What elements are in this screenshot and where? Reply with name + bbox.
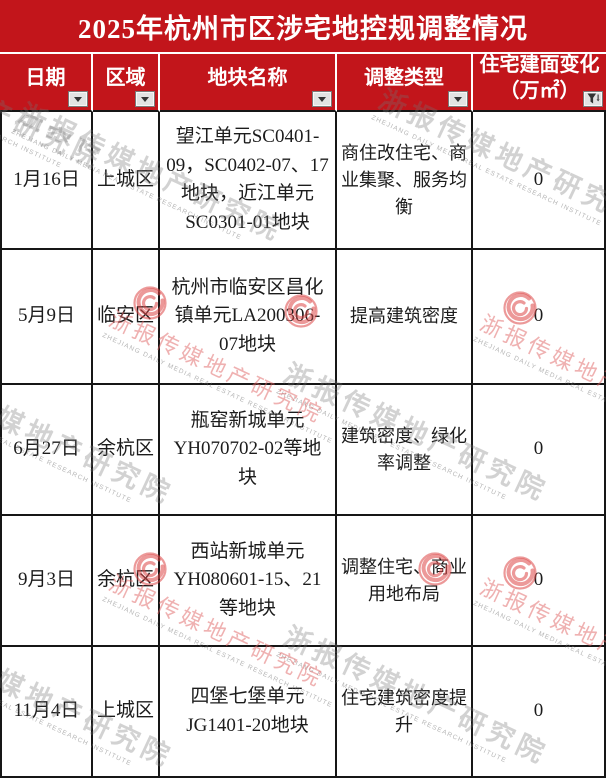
- column-header-area-change: 住宅建面变化（万㎡）: [473, 54, 606, 112]
- cell-district: 上城区: [93, 112, 160, 250]
- cell-area-change: 0: [473, 516, 606, 647]
- filter-dropdown-plot-name[interactable]: [312, 91, 332, 107]
- filter-dropdown-adjust-type[interactable]: [448, 91, 468, 107]
- filter-dropdown-date[interactable]: [68, 91, 88, 107]
- cell-date: 5月9日: [0, 250, 93, 385]
- cell-date: 11月4日: [0, 647, 93, 778]
- cell-adjust-type: 住宅建筑密度提升: [337, 647, 473, 778]
- cell-plot-name: 杭州市临安区昌化镇单元LA200306-07地块: [160, 250, 337, 385]
- cell-date: 9月3日: [0, 516, 93, 647]
- cell-district: 余杭区: [93, 385, 160, 516]
- cell-adjust-type: 调整住宅、商业用地布局: [337, 516, 473, 647]
- column-header-adjust-type: 调整类型: [337, 54, 473, 112]
- chevron-down-icon: [74, 96, 82, 102]
- column-header-district: 区域: [93, 54, 160, 112]
- cell-district: 临安区: [93, 250, 160, 385]
- column-header-district-label: 区域: [105, 67, 146, 89]
- filter-funnel-area-change[interactable]: [583, 91, 603, 107]
- cell-adjust-type: 商住改住宅、商业集聚、服务均衡: [337, 112, 473, 250]
- cell-area-change: 0: [473, 647, 606, 778]
- column-header-plot-name-label: 地块名称: [207, 67, 288, 89]
- cell-adjust-type: 提高建筑密度: [337, 250, 473, 385]
- cell-date: 6月27日: [0, 385, 93, 516]
- cell-area-change: 0: [473, 385, 606, 516]
- chevron-down-icon: [454, 96, 462, 102]
- cell-district: 余杭区: [93, 516, 160, 647]
- cell-area-change: 0: [473, 112, 606, 250]
- column-header-area-change-label: 住宅建面变化（万㎡）: [479, 54, 600, 102]
- column-header-adjust-type-label: 调整类型: [364, 67, 444, 89]
- page-title: 2025年杭州市区涉宅地控规调整情况: [0, 0, 606, 54]
- funnel-filter-icon: [587, 93, 600, 104]
- cell-adjust-type: 建筑密度、绿化率调整: [337, 385, 473, 516]
- cell-district: 上城区: [93, 647, 160, 778]
- cell-area-change: 0: [473, 250, 606, 385]
- cell-plot-name: 望江单元SC0401-09，SC0402-07、17地块，近江单元SC0301-…: [160, 112, 337, 250]
- column-header-date-label: 日期: [25, 67, 66, 89]
- chevron-down-icon: [141, 96, 149, 102]
- column-header-date: 日期: [0, 54, 93, 112]
- filter-dropdown-district[interactable]: [135, 91, 155, 107]
- column-header-plot-name: 地块名称: [160, 54, 337, 112]
- cell-plot-name: 西站新城单元YH080601-15、21等地块: [160, 516, 337, 647]
- cell-plot-name: 四堡七堡单元JG1401-20地块: [160, 647, 337, 778]
- cell-date: 1月16日: [0, 112, 93, 250]
- chevron-down-icon: [318, 96, 326, 102]
- cell-plot-name: 瓶窑新城单元YH070702-02等地块: [160, 385, 337, 516]
